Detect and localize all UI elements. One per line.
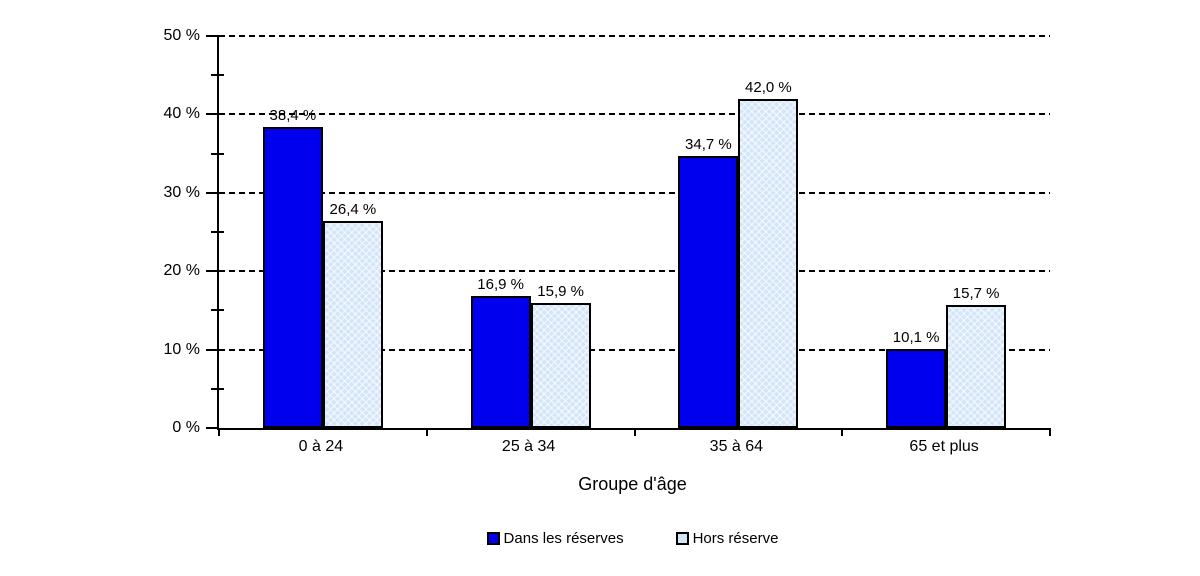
legend-item-dans-les-réserves: Dans les réserves xyxy=(486,530,624,547)
bar-value-label: 38,4 % xyxy=(269,106,317,124)
x-axis-tick xyxy=(425,428,428,436)
gridline-50 xyxy=(219,35,1050,37)
y-tick-label: 30 % xyxy=(163,183,200,201)
y-axis-major-tick xyxy=(206,35,219,37)
x-category-label: 25 à 34 xyxy=(501,438,556,455)
bar-group-25-à-34: 16,9 % 15,9 % xyxy=(427,36,635,428)
y-axis-major-tick xyxy=(206,191,219,194)
bar-value-label: 10,1 % xyxy=(892,328,940,346)
legend-item-hors-réserve: Hors réserve xyxy=(675,530,779,547)
y-axis-minor-tick xyxy=(211,152,224,155)
legend-swatch-icon xyxy=(486,532,500,545)
bar-hors-réserve: 15,7 % xyxy=(946,285,1007,428)
bar-value-label: 26,4 % xyxy=(329,201,377,219)
y-axis-tick-labels: 0 % 10 % 20 % 30 % 40 % 50 % xyxy=(0,27,200,436)
bar-hors-réserve: 26,4 % xyxy=(322,201,383,428)
gridline-30 xyxy=(219,191,1050,194)
y-tick-label: 50 % xyxy=(163,27,200,44)
y-tick-label: 0 % xyxy=(172,419,200,436)
y-axis-minor-tick xyxy=(211,74,224,77)
bar-value-label: 15,9 % xyxy=(537,283,584,301)
x-category-label: 0 à 24 xyxy=(298,438,344,455)
legend-swatch-icon xyxy=(675,532,689,545)
y-tick-label: 40 % xyxy=(163,105,200,123)
bar-value-label: 15,7 % xyxy=(952,284,1000,302)
x-axis-tick xyxy=(841,428,844,436)
bar-hors-réserve: 42,0 % xyxy=(738,79,799,428)
x-axis-title: Groupe d'âge xyxy=(578,474,687,494)
y-axis-minor-tick xyxy=(211,309,224,312)
x-axis-tick xyxy=(218,428,220,436)
y-axis-minor-tick xyxy=(211,387,224,390)
y-axis-major-tick xyxy=(206,113,219,116)
plot-area: 38,4 % 26,4 % 16,9 % 15,9 % 34,7 % 42,0 % 10,1… xyxy=(206,35,1051,436)
bar-dans-les-réserves: 10,1 % xyxy=(886,329,947,428)
bar-value-label: 16,9 % xyxy=(477,275,524,293)
bar-dans-les-réserves: 34,7 % xyxy=(678,136,739,428)
y-axis-major-tick xyxy=(206,270,219,273)
bar-dans-les-réserves: 16,9 % xyxy=(470,276,531,428)
legend-label: Dans les réserves xyxy=(503,530,624,547)
y-tick-label: 10 % xyxy=(163,340,200,358)
y-axis-major-tick xyxy=(206,348,219,351)
bar-group-35-à-64: 34,7 % 42,0 % xyxy=(635,36,843,428)
bar-value-label: 34,7 % xyxy=(685,135,732,153)
x-category-label: 65 et plus xyxy=(909,438,979,455)
y-tick-label: 20 % xyxy=(163,262,200,280)
bar-value-label: 42,0 % xyxy=(745,78,792,96)
legend-label: Hors réserve xyxy=(692,530,779,547)
bar-group-0-à-24: 38,4 % 26,4 % xyxy=(219,36,427,428)
gridline-20 xyxy=(219,270,1050,273)
x-axis-tick xyxy=(1049,428,1051,436)
gridline-40 xyxy=(219,113,1050,116)
gridline-10 xyxy=(219,348,1050,351)
x-axis-category-labels: 0 à 24 25 à 34 35 à 64 65 et plus xyxy=(217,437,1048,456)
y-axis-major-tick xyxy=(206,427,219,429)
bar-dans-les-réserves: 38,4 % xyxy=(262,107,323,428)
x-axis-tick xyxy=(633,428,636,436)
bar-hors-réserve: 15,9 % xyxy=(530,283,591,428)
bar-group-65-et-plus: 10,1 % 15,7 % xyxy=(842,36,1050,428)
x-category-label: 35 à 64 xyxy=(709,438,764,455)
y-axis-minor-tick xyxy=(211,231,224,233)
legend: Dans les réserves Hors réserve xyxy=(217,530,1048,547)
